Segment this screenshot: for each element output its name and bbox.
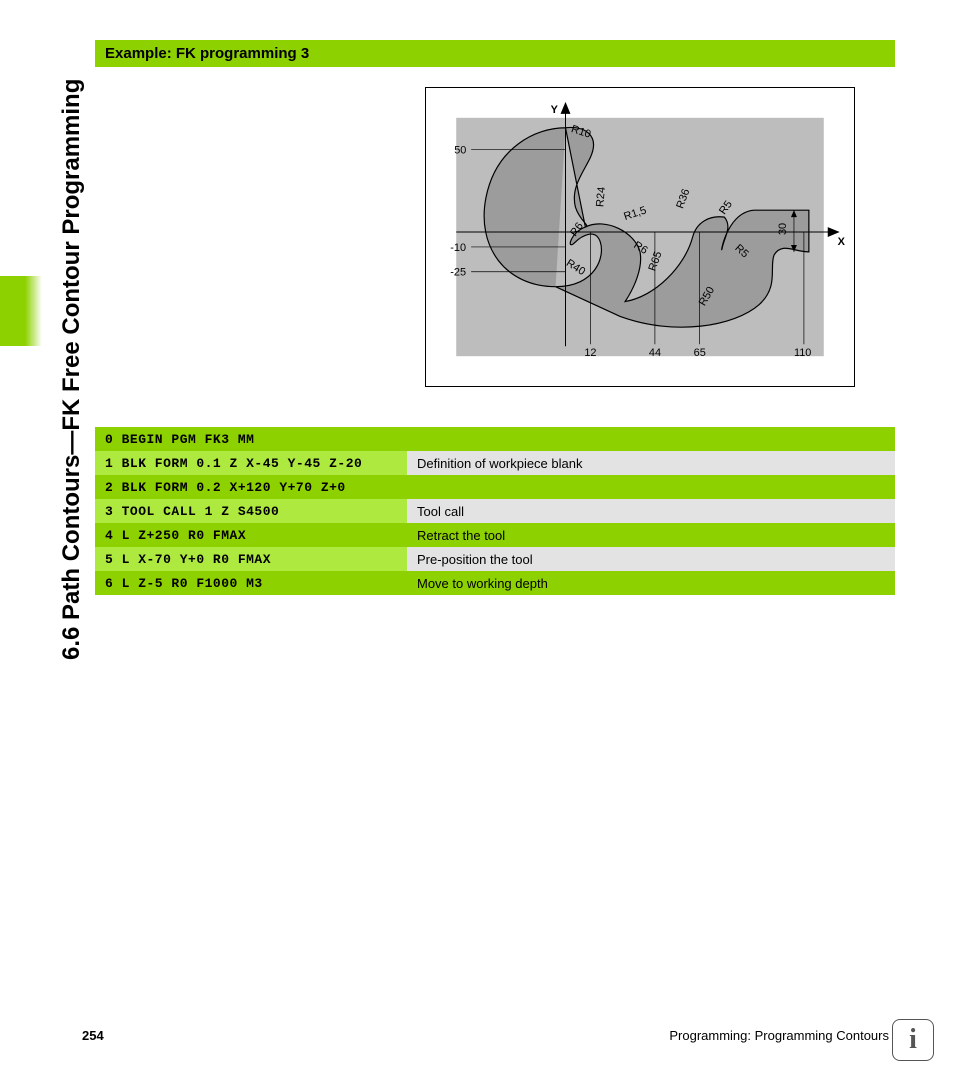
x-label: X [838, 236, 846, 248]
y-arrow [561, 102, 571, 114]
code-cell: 4 L Z+250 R0 FMAX [95, 523, 407, 547]
svg-text:110: 110 [794, 347, 811, 359]
code-row: 6 L Z-5 R0 F1000 M3Move to working depth [95, 571, 895, 595]
page-content: Example: FK programming 3 Y X 50 -10 -25… [95, 40, 895, 595]
y-label: Y [551, 104, 559, 116]
code-table-body: 0 BEGIN PGM FK3 MM1 BLK FORM 0.1 Z X-45 … [95, 427, 895, 595]
svg-text:-25: -25 [450, 267, 466, 279]
code-cell: 1 BLK FORM 0.1 Z X-45 Y-45 Z-20 [95, 451, 407, 475]
svg-text:44: 44 [649, 347, 661, 359]
code-cell: 3 TOOL CALL 1 Z S4500 [95, 499, 407, 523]
footer-chapter: Programming: Programming Contours [669, 1028, 889, 1043]
desc-cell [407, 427, 895, 451]
technical-diagram: Y X 50 -10 -25 12 44 65 110 R10 R24 R6 [425, 87, 855, 387]
section-title: 6.6 Path Contours—FK Free Contour Progra… [58, 79, 86, 660]
code-cell: 2 BLK FORM 0.2 X+120 Y+70 Z+0 [95, 475, 407, 499]
svg-text:30: 30 [777, 223, 789, 235]
svg-text:R24: R24 [594, 186, 608, 207]
example-heading: Example: FK programming 3 [95, 40, 895, 67]
svg-text:65: 65 [694, 347, 706, 359]
code-cell: 5 L X-70 Y+0 R0 FMAX [95, 547, 407, 571]
desc-cell: Move to working depth [407, 571, 895, 595]
code-cell: 0 BEGIN PGM FK3 MM [95, 427, 407, 451]
diagram-svg: Y X 50 -10 -25 12 44 65 110 R10 R24 R6 [426, 88, 854, 386]
code-table: 0 BEGIN PGM FK3 MM1 BLK FORM 0.1 Z X-45 … [95, 427, 895, 595]
desc-cell: Pre-position the tool [407, 547, 895, 571]
code-cell: 6 L Z-5 R0 F1000 M3 [95, 571, 407, 595]
code-row: 2 BLK FORM 0.2 X+120 Y+70 Z+0 [95, 475, 895, 499]
desc-cell: Definition of workpiece blank [407, 451, 895, 475]
page-number: 254 [82, 1028, 104, 1043]
code-row: 4 L Z+250 R0 FMAXRetract the tool [95, 523, 895, 547]
code-row: 0 BEGIN PGM FK3 MM [95, 427, 895, 451]
svg-text:50: 50 [454, 145, 466, 157]
info-icon: i [892, 1019, 934, 1061]
page-footer: 254 Programming: Programming Contours [82, 1028, 889, 1043]
code-row: 1 BLK FORM 0.1 Z X-45 Y-45 Z-20Definitio… [95, 451, 895, 475]
code-row: 5 L X-70 Y+0 R0 FMAXPre-position the too… [95, 547, 895, 571]
desc-cell [407, 475, 895, 499]
side-tab [0, 276, 42, 346]
info-glyph: i [909, 1024, 917, 1056]
code-row: 3 TOOL CALL 1 Z S4500Tool call [95, 499, 895, 523]
desc-cell: Tool call [407, 499, 895, 523]
svg-text:12: 12 [584, 347, 596, 359]
svg-text:-10: -10 [450, 242, 466, 254]
desc-cell: Retract the tool [407, 523, 895, 547]
